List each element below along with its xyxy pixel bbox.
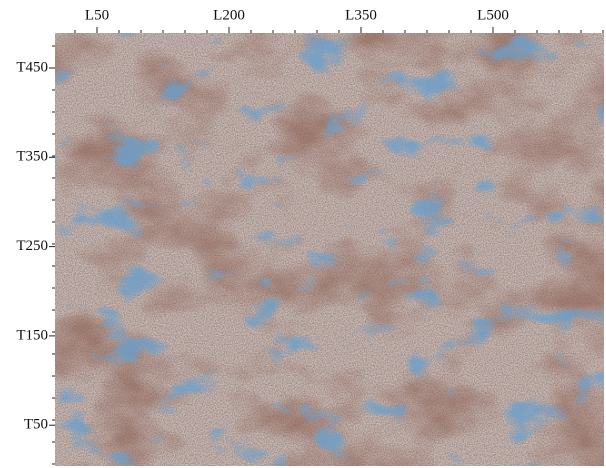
left-tick-label: T50	[24, 417, 48, 433]
top-tick-label: L50	[85, 7, 109, 23]
left-tick-label: T350	[16, 149, 48, 165]
top-tick-label: L350	[345, 7, 377, 23]
left-tick-label: T450	[16, 59, 48, 75]
map-image	[55, 33, 604, 466]
top-tick-label: L200	[213, 7, 245, 23]
seismic-map-figure: L50 L200 L350 L500 T450 T350 T250 T150 T50	[0, 0, 606, 468]
left-tick-label: T250	[16, 238, 48, 254]
top-tick-label: L500	[477, 7, 509, 23]
left-tick-label: T150	[16, 327, 48, 343]
